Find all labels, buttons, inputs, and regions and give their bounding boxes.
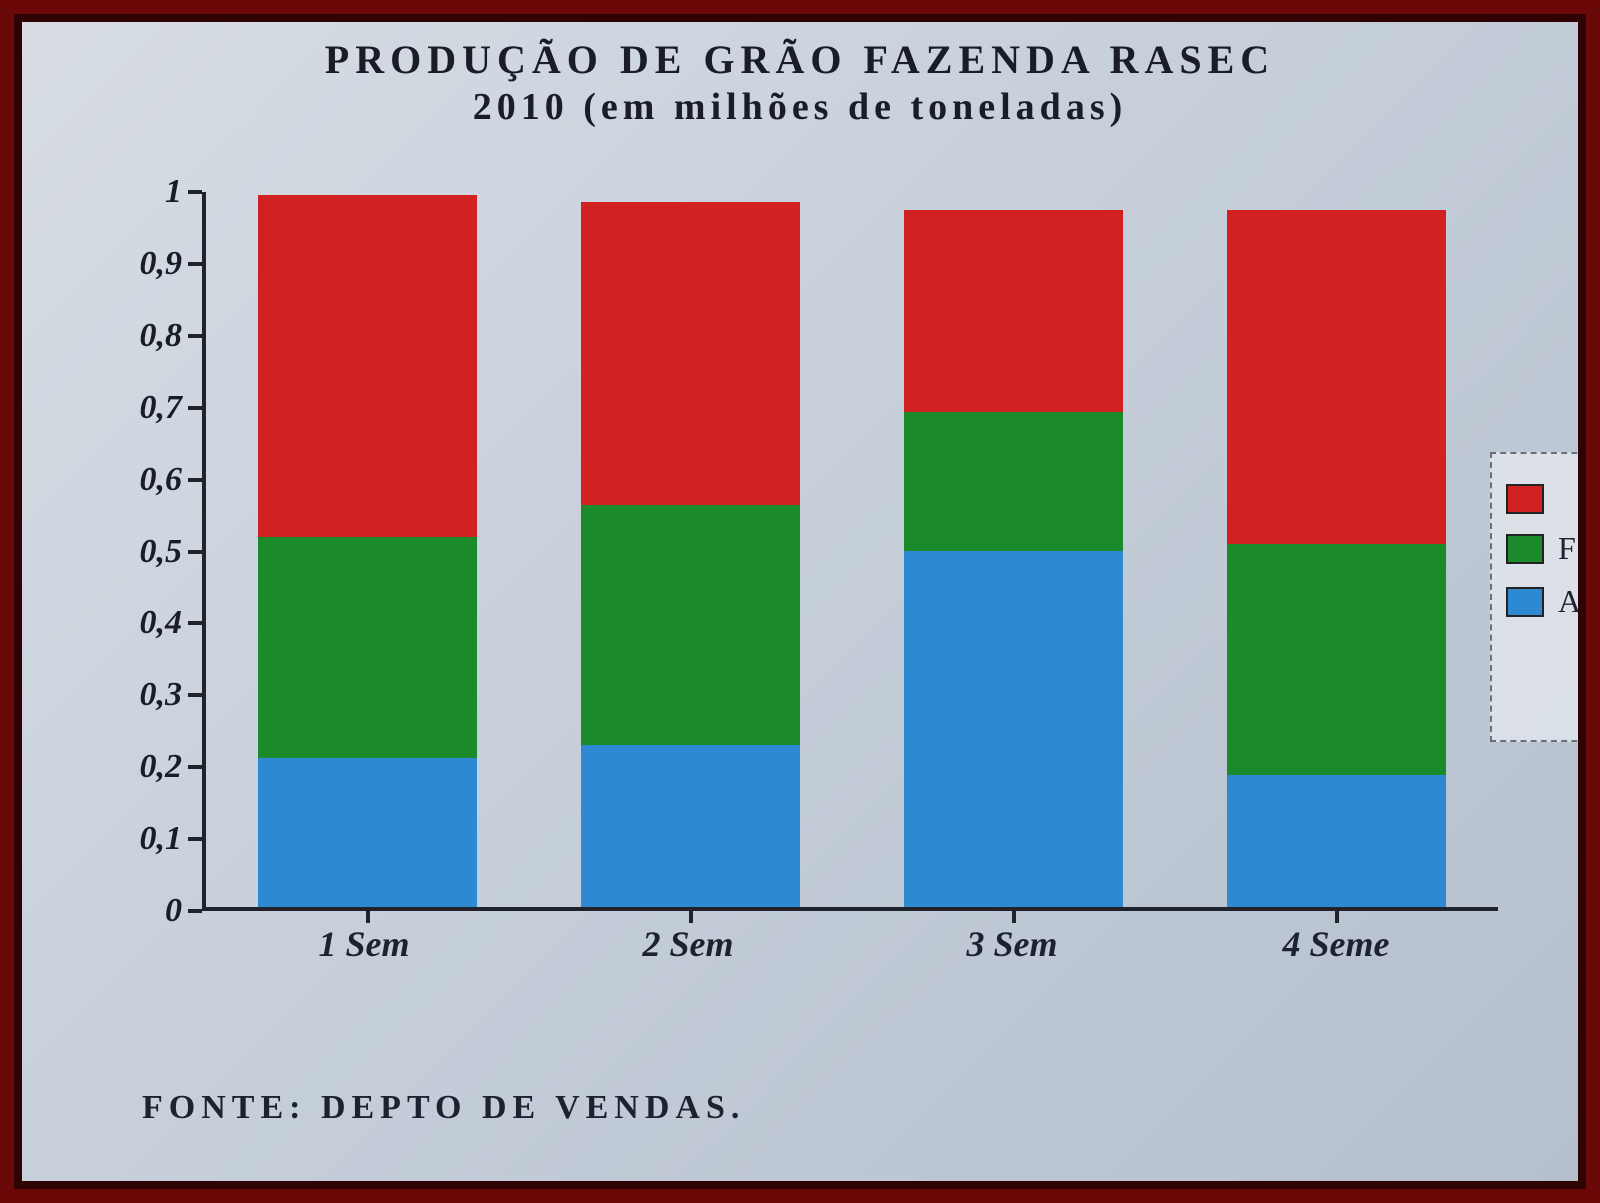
legend: FA: [1490, 452, 1578, 742]
y-tick-label: 1: [165, 173, 182, 211]
stacked-bar: [581, 202, 801, 907]
y-tick-label: 0,1: [140, 820, 183, 858]
y-tick-label: 0: [165, 892, 182, 930]
y-tick-mark: [188, 621, 202, 625]
bar-segment-F: [258, 537, 478, 758]
bar-segment-A: [581, 745, 801, 907]
y-tick-label: 0,4: [140, 604, 183, 642]
legend-row: [1506, 484, 1578, 514]
legend-label: A: [1558, 583, 1578, 620]
legend-row: A: [1506, 583, 1578, 620]
chart-title-line2: 2010 (em milhões de toneladas): [22, 85, 1578, 129]
x-axis-label: 3 Sem: [850, 923, 1174, 965]
x-tick-mark: [689, 907, 693, 923]
stacked-bar: [1227, 210, 1447, 907]
y-tick-label: 0,7: [140, 389, 183, 427]
bar-segment-A: [1227, 775, 1447, 908]
chart-title: PRODUÇÃO DE GRÃO FAZENDA RASEC 2010 (em …: [22, 22, 1578, 129]
outer-frame: PRODUÇÃO DE GRÃO FAZENDA RASEC 2010 (em …: [0, 0, 1600, 1203]
plot-area: [202, 192, 1498, 911]
x-axis-labels: 1 Sem2 Sem3 Sem4 Seme: [202, 923, 1498, 981]
y-tick-mark: [188, 550, 202, 554]
bar-segment-M: [258, 195, 478, 537]
bar-group: [206, 192, 529, 907]
y-tick-label: 0,5: [140, 533, 183, 571]
bar-segment-A: [904, 551, 1124, 907]
bar-group: [852, 192, 1175, 907]
bar-group: [529, 192, 852, 907]
bar-segment-F: [581, 505, 801, 745]
legend-row: F: [1506, 530, 1578, 567]
y-tick-mark: [188, 693, 202, 697]
chart-area: 00,10,20,30,40,50,60,70,80,91 1 Sem2 Sem…: [82, 192, 1568, 981]
y-tick-mark: [188, 406, 202, 410]
y-tick-mark: [188, 837, 202, 841]
bar-segment-F: [1227, 544, 1447, 774]
y-tick-mark: [188, 190, 202, 194]
y-tick-mark: [188, 909, 202, 913]
x-tick-mark: [1012, 907, 1016, 923]
x-axis-label: 4 Seme: [1174, 923, 1498, 965]
bar-segment-M: [904, 210, 1124, 412]
bar-segment-M: [1227, 210, 1447, 545]
chart-panel: PRODUÇÃO DE GRÃO FAZENDA RASEC 2010 (em …: [22, 22, 1578, 1181]
bar-segment-M: [581, 202, 801, 505]
x-tick-mark: [366, 907, 370, 923]
bar-segment-F: [904, 412, 1124, 551]
y-tick-mark: [188, 262, 202, 266]
legend-swatch: [1506, 484, 1544, 514]
bar-segment-A: [258, 758, 478, 907]
legend-label: F: [1558, 530, 1576, 567]
y-tick-mark: [188, 478, 202, 482]
source-text: FONTE: DEPTO DE VENDAS.: [142, 1089, 745, 1127]
y-tick-label: 0,8: [140, 317, 183, 355]
y-tick-label: 0,2: [140, 748, 183, 786]
y-tick-label: 0,6: [140, 461, 183, 499]
bar-group: [1175, 192, 1498, 907]
bars-container: [206, 192, 1498, 907]
stacked-bar: [258, 195, 478, 907]
legend-swatch: [1506, 587, 1544, 617]
y-tick-label: 0,3: [140, 676, 183, 714]
x-tick-mark: [1335, 907, 1339, 923]
chart-title-line1: PRODUÇÃO DE GRÃO FAZENDA RASEC: [22, 36, 1578, 83]
x-axis-label: 2 Sem: [526, 923, 850, 965]
stacked-bar: [904, 210, 1124, 907]
x-axis-label: 1 Sem: [202, 923, 526, 965]
y-tick-mark: [188, 334, 202, 338]
y-axis-ticks: 00,10,20,30,40,50,60,70,80,91: [82, 192, 194, 911]
legend-swatch: [1506, 534, 1544, 564]
y-tick-label: 0,9: [140, 245, 183, 283]
y-tick-mark: [188, 765, 202, 769]
